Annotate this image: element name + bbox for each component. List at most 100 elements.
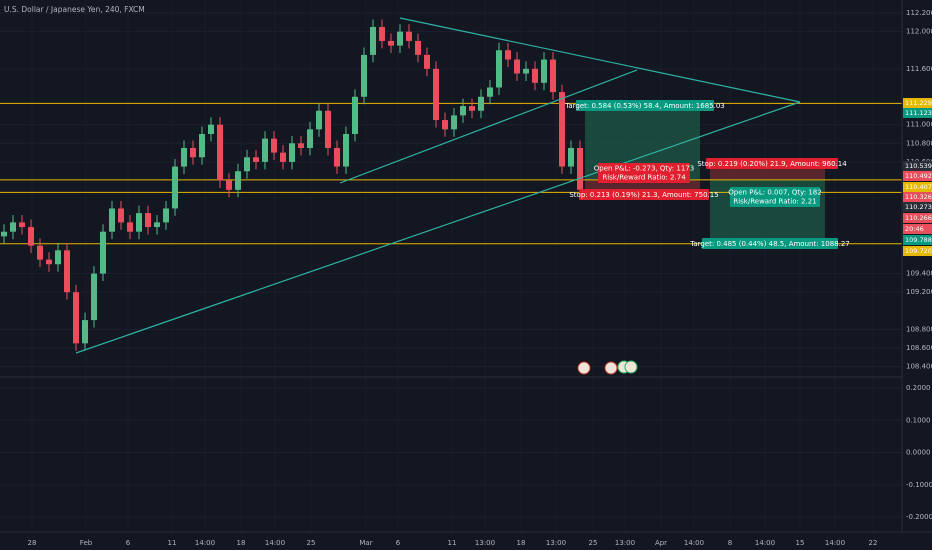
candle-body <box>145 213 151 228</box>
y-tick-label: 109.400 <box>906 270 932 278</box>
price-badge <box>903 202 932 212</box>
x-tick-label: Mar <box>359 539 372 547</box>
candle-body <box>280 152 286 162</box>
y-tick-label: 110.800 <box>906 139 932 147</box>
candle-body <box>343 133 349 167</box>
candle-body <box>568 147 574 167</box>
short-pnl: Open P&L: 0.007, Qty: 182 <box>728 189 821 197</box>
trend-line <box>399 17 801 103</box>
candle-body <box>577 147 583 190</box>
price-badge <box>903 246 932 256</box>
x-tick-label: 6 <box>126 539 131 547</box>
candle-body <box>451 115 457 130</box>
candle-body <box>19 222 25 228</box>
price-badge <box>903 171 932 181</box>
short-position-labels: Stop: 0.219 (0.20%) 21.9, Amount: 960.14… <box>689 158 850 249</box>
price-badge <box>903 161 932 171</box>
event-icon <box>604 361 618 375</box>
x-tick-label: 28 <box>28 539 37 547</box>
x-tick-label: 14:00 <box>265 539 285 547</box>
candle-body <box>271 138 277 153</box>
x-tick-label: 14:00 <box>684 539 704 547</box>
price-badge-label: 111.229 <box>905 99 932 107</box>
candle-body <box>370 26 376 55</box>
y2-tick-label: 0.1000 <box>906 416 931 424</box>
candle-body <box>154 222 160 228</box>
price-badge-label: 110.492 <box>905 172 932 180</box>
short-target: Target: 0.485 (0.44%) 48.5, Amount: 1088… <box>689 240 850 248</box>
trend-lines <box>75 17 801 354</box>
candle-body <box>64 250 70 293</box>
x-tick-label: 25 <box>589 539 598 547</box>
long-pnl: Open P&L: -0.273, Qty: 1173 <box>594 165 694 173</box>
candle-body <box>478 96 484 111</box>
event-icon <box>577 361 591 375</box>
x-tick-label: 13:00 <box>546 539 566 547</box>
trend-line <box>339 69 638 184</box>
y-tick-label: 111.600 <box>906 65 932 73</box>
candle-body <box>46 259 52 265</box>
candle-body <box>415 40 421 55</box>
candle-body <box>442 120 448 130</box>
price-badge-label: 111.123 <box>905 109 932 117</box>
x-tick-label: 14:00 <box>825 539 845 547</box>
y2-tick-label: -0.2000 <box>906 513 932 521</box>
x-tick-label: 14:00 <box>755 539 775 547</box>
candle-body <box>136 213 142 232</box>
candle-body <box>550 59 556 93</box>
candle-body <box>73 292 79 344</box>
candle-body <box>226 180 232 190</box>
y-tick-label: 111.000 <box>906 121 932 129</box>
x-tick-label: 13:00 <box>615 539 635 547</box>
long-ratio: Risk/Reward Ratio: 2.74 <box>602 174 686 182</box>
candle-body <box>127 222 133 232</box>
candle-body <box>199 133 205 158</box>
grid <box>0 12 902 518</box>
candle-body <box>208 124 214 134</box>
candle-body <box>406 31 412 41</box>
long-position-labels: Target: 0.584 (0.53%) 58.4, Amount: 1685… <box>564 100 725 200</box>
candle-body <box>28 227 34 246</box>
label-box <box>730 187 820 207</box>
chart-title: U.S. Dollar / Japanese Yen, 240, FXCM <box>4 5 145 14</box>
candle-body <box>424 54 430 69</box>
x-tick-label: 11 <box>168 539 177 547</box>
candle-body <box>10 222 16 232</box>
candles <box>1 19 583 351</box>
candle-body <box>163 208 169 223</box>
long-target: Target: 0.584 (0.53%) 58.4, Amount: 1685… <box>564 102 725 110</box>
y-tick-label: 109.200 <box>906 288 932 296</box>
candle-body <box>523 68 529 74</box>
candle-body <box>118 208 124 223</box>
price-badge-label: 110.266 <box>905 214 932 222</box>
candle-body <box>316 110 322 130</box>
candle-body <box>505 50 511 60</box>
price-badge <box>903 98 932 108</box>
candle-body <box>190 147 196 158</box>
candle-body <box>82 320 88 344</box>
x-tick-label: Feb <box>80 539 93 547</box>
candle-body <box>379 26 385 41</box>
y2-tick-label: 0.2000 <box>906 384 931 392</box>
candle-body <box>100 231 106 274</box>
x-tick-label: 13:00 <box>475 539 495 547</box>
y-tick-label: 108.800 <box>906 325 932 333</box>
y-tick-label: 108.400 <box>906 363 932 371</box>
candle-body <box>217 124 223 181</box>
x-tick-label: 11 <box>448 539 457 547</box>
candle-body <box>307 129 313 148</box>
candle-body <box>541 59 547 83</box>
candle-body <box>172 166 178 209</box>
candle-body <box>253 157 259 162</box>
price-badge-label: 109.720 <box>905 247 932 255</box>
x-tick-label: 8 <box>728 539 732 547</box>
candle-body <box>334 147 340 167</box>
candle-body <box>361 54 367 97</box>
candle-body <box>91 273 97 321</box>
price-badge-label: 110.326 <box>905 193 932 201</box>
candle-body <box>1 231 7 237</box>
price-badge-label: 20:46 <box>905 225 924 233</box>
y-tick-label: 112.200 <box>906 9 932 17</box>
